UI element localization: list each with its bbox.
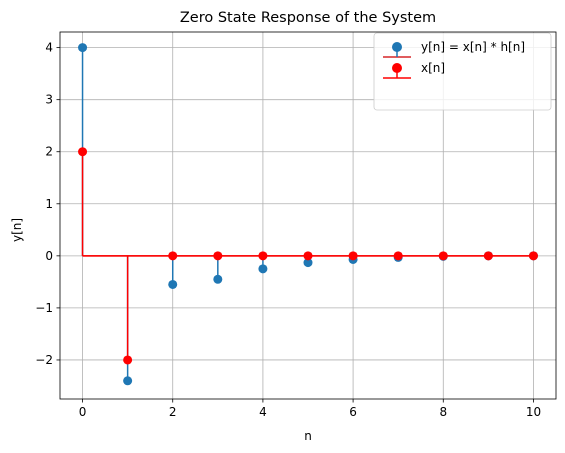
stem-marker (528, 251, 538, 261)
stem-marker (258, 251, 268, 261)
stem-marker (123, 355, 133, 365)
x-tick-label: 2 (169, 405, 177, 419)
stem-marker (303, 251, 313, 261)
stem-marker (258, 264, 268, 274)
y-tick-label: 3 (45, 93, 53, 107)
stem-marker (348, 251, 358, 261)
x-tick-label: 10 (526, 405, 541, 419)
tick-layer: 0 2 4 6 8 10 −2 −1 0 1 2 3 4 (35, 41, 541, 419)
stem-marker (483, 251, 493, 261)
legend-box (373, 32, 552, 111)
y-tick-label: 1 (45, 197, 53, 211)
y-tick-label: −1 (35, 301, 53, 315)
stem-marker (213, 251, 223, 261)
stem-marker (303, 258, 313, 268)
legend-marker-x (392, 63, 402, 73)
stem-marker (393, 251, 403, 261)
legend-marker-y (392, 42, 402, 52)
x-tick-label: 8 (439, 405, 447, 419)
stem-marker (168, 279, 178, 289)
stem-marker (123, 376, 133, 386)
series-layer (78, 43, 538, 386)
plot-frame (59, 31, 557, 400)
legend-entry-y: y[n] = x[n] * h[n] (383, 40, 525, 58)
y-tick-label: −2 (35, 353, 53, 367)
stem-marker (168, 251, 178, 261)
legend-label-y: y[n] = x[n] * h[n] (421, 40, 525, 54)
y-axis-label: y[n] (10, 218, 24, 242)
x-axis-label: n (304, 429, 312, 443)
series-1 (78, 147, 538, 365)
stem-marker (213, 274, 223, 284)
x-tick-label: 6 (349, 405, 357, 419)
stem-marker (78, 147, 88, 157)
chart-title: Zero State Response of the System (180, 10, 436, 26)
y-tick-label: 4 (45, 41, 53, 55)
stem-marker (78, 43, 88, 53)
y-tick-label: 0 (45, 249, 53, 263)
x-tick-label: 0 (79, 405, 87, 419)
stem-marker (438, 251, 448, 261)
x-tick-label: 4 (259, 405, 267, 419)
y-tick-label: 2 (45, 145, 53, 159)
legend-entry-x: x[n] (383, 61, 445, 79)
legend: y[n] = x[n] * h[n] x[n] (373, 32, 552, 111)
legend-label-x: x[n] (421, 61, 445, 75)
